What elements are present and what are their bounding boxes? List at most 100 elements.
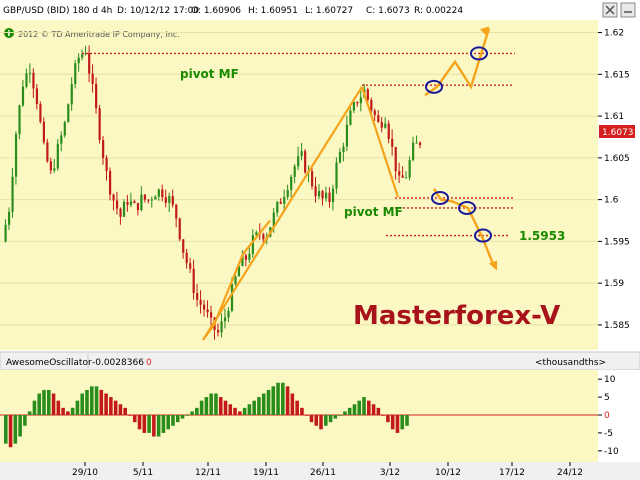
- candle-body: [161, 189, 164, 198]
- candle-body: [25, 73, 28, 87]
- pivot-ellipse: [474, 228, 492, 243]
- oscillator-bar: [118, 404, 123, 415]
- time-tick-label: 24/12: [557, 468, 583, 478]
- oscillator-bar: [13, 415, 18, 444]
- candle-body: [199, 299, 202, 305]
- candle-body: [349, 110, 352, 125]
- close-icon[interactable]: [602, 2, 618, 18]
- oscillator-bar: [51, 393, 56, 415]
- candle-body: [384, 123, 387, 128]
- oscillator-bar: [285, 386, 290, 415]
- oscillator-name[interactable]: AwesomeOscillator: [6, 358, 92, 368]
- candle-body: [220, 321, 223, 333]
- price-tick-label: 1.615: [604, 70, 630, 80]
- pivot-label-upper: pivot MF: [180, 67, 239, 81]
- oscillator-bar: [4, 415, 8, 444]
- oscillator-bar: [400, 415, 405, 430]
- candle-body: [182, 239, 185, 253]
- oscillator-bar: [376, 407, 381, 415]
- candle-body: [42, 121, 45, 143]
- candle-body: [262, 234, 265, 240]
- candle-body: [112, 194, 115, 201]
- time-axis: 29/10 5/11 12/11 19/11 26/11 3/12 10/12 17/12 24…: [72, 462, 583, 478]
- candle-body: [248, 253, 251, 260]
- candle-body: [234, 276, 237, 285]
- candle-body: [366, 89, 369, 100]
- oscillator-bar: [137, 415, 142, 430]
- candle-body: [32, 72, 35, 89]
- oscillator-bar: [214, 393, 218, 415]
- candle-body: [290, 176, 293, 190]
- oscillator-bar: [113, 400, 118, 415]
- candle-body: [14, 134, 18, 177]
- header-high: H: 1.60951: [248, 6, 298, 16]
- oscillator-bar: [161, 415, 166, 433]
- candle-body: [28, 72, 32, 74]
- price-tick-label: 1.595: [604, 237, 630, 247]
- price-tick-label: 1.585: [604, 321, 630, 331]
- oscillator-bar: [132, 415, 137, 423]
- oscillator-bar: [381, 415, 385, 416]
- candle-body: [405, 177, 408, 179]
- oscillator-bar: [56, 400, 61, 415]
- time-axis-panel: [0, 462, 640, 480]
- candle-body: [244, 255, 248, 260]
- oscillator-bar: [128, 415, 132, 416]
- candle-body: [373, 110, 376, 116]
- oscillator-tick-label: 10: [604, 375, 616, 385]
- candle-body: [380, 122, 383, 128]
- candle-body: [300, 151, 303, 157]
- candle-body: [203, 304, 206, 310]
- price-tick-label: 1.6: [604, 196, 619, 206]
- price-axis-panel: [598, 20, 640, 350]
- minimize-icon[interactable]: [620, 2, 636, 18]
- price-tick-label: 1.605: [604, 154, 630, 164]
- candle-body: [4, 224, 7, 242]
- candle-body: [150, 199, 153, 201]
- oscillator-bar: [314, 415, 319, 426]
- candle-body: [356, 101, 359, 104]
- candle-body: [321, 191, 324, 199]
- target-level-label: 1.5953: [519, 229, 565, 243]
- oscillator-bar: [309, 415, 314, 423]
- candle-body: [11, 176, 14, 212]
- oscillator-bar: [338, 415, 342, 416]
- oscillator-bar: [42, 389, 46, 415]
- candle-body: [342, 146, 345, 153]
- oscillator-bar: [367, 400, 371, 415]
- pivot-label-lower: pivot MF: [344, 205, 403, 219]
- oscillator-bar: [142, 415, 147, 433]
- oscillator-bar: [99, 389, 104, 415]
- ohlc-header: GBP/USD (BID) 180 d 4h D: 10/12/12 17:00…: [3, 6, 463, 16]
- candle-body: [394, 146, 397, 172]
- price-tick-label: 1.61: [604, 112, 624, 122]
- candles: [4, 45, 422, 340]
- oscillator-bar: [152, 415, 156, 437]
- candle-body: [140, 194, 143, 211]
- trend-line-down: [360, 86, 400, 198]
- oscillator-bar: [185, 415, 190, 416]
- candle-body: [328, 192, 331, 203]
- oscillator-units: <thousandths>: [535, 358, 606, 368]
- price-tick-label: 1.62: [604, 29, 624, 39]
- candle-body: [91, 73, 94, 84]
- candle-body: [178, 218, 181, 240]
- oscillator-bar: [300, 407, 304, 415]
- candle-body: [412, 142, 415, 161]
- candle-body: [74, 63, 77, 84]
- candle-body: [129, 201, 133, 205]
- oscillator-bar: [70, 407, 75, 415]
- candle-body: [63, 122, 66, 136]
- oscillator-bar: [238, 411, 242, 415]
- oscillator-bar: [242, 407, 247, 415]
- time-tick-label: 5/11: [133, 468, 153, 478]
- oscillator-axis: 10 5 0 -5 -10: [598, 375, 619, 457]
- oscillator-bar: [75, 400, 80, 415]
- oscillator-bar: [328, 415, 333, 423]
- oscillator-bar: [80, 393, 84, 415]
- candle-body: [46, 142, 49, 162]
- header-bar: [0, 0, 640, 20]
- oscillator-bar: [147, 415, 151, 433]
- oscillator-bar: [257, 397, 261, 415]
- oscillator-bar: [223, 400, 228, 415]
